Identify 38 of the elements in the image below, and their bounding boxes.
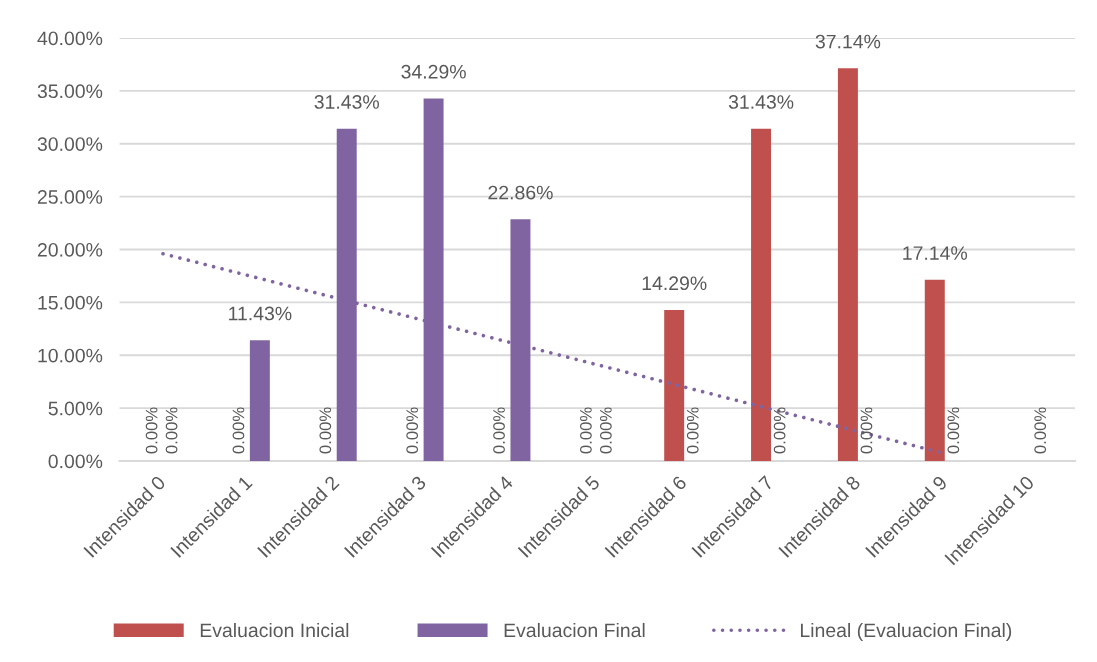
y-tick-label: 35.00% [37,84,103,99]
data-label: 37.14% [815,34,881,49]
data-label: 0.00% [1034,407,1047,454]
legend-label: Evaluacion Inicial [200,622,349,638]
data-label: 31.43% [314,95,379,109]
data-label: 0.00% [406,407,419,454]
y-tick-label: 10.00% [38,348,103,363]
data-label: 0.00% [686,407,699,454]
data-label: 11.43% [229,306,292,321]
data-label: 0.00% [165,407,178,454]
y-tick-label: 40.00% [37,31,103,46]
data-label: 0.00% [947,407,960,454]
data-label: 17.14% [903,246,968,260]
bar [924,279,945,462]
bar [249,340,270,462]
data-label: 0.00% [860,407,873,454]
legend-label: Lineal (Evaluacion Final) [800,622,1012,642]
bar [751,128,772,462]
data-label: 14.29% [642,276,707,291]
y-tick-label: 0.00% [48,454,103,469]
data-label: 0.00% [493,407,505,454]
bar [664,309,685,462]
y-tick-label: 20.00% [37,242,103,257]
legend-label: Evaluacion Final [504,622,645,638]
data-label: 22.86% [488,185,553,200]
data-label: 0.00% [580,407,592,454]
data-label: 0.00% [773,407,786,454]
bar [837,68,858,462]
y-tick-label: 15.00% [38,295,103,310]
y-tick-label: 5.00% [48,401,103,416]
data-label: 0.00% [232,407,245,454]
data-label: 31.43% [728,95,794,109]
data-label: 0.00% [319,407,332,454]
data-label: 0.00% [599,407,612,454]
y-tick-label: 30.00% [37,137,103,151]
y-tick-label: 25.00% [37,190,103,204]
data-label: 0.00% [145,407,158,454]
data-label: 34.29% [401,64,466,79]
